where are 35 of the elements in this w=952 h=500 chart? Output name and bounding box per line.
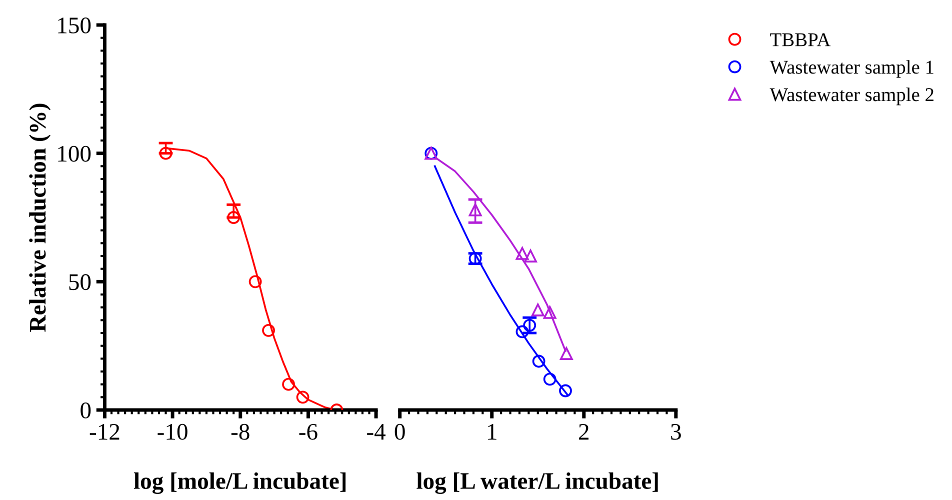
x-tick-label: 0 (394, 424, 405, 440)
y-tick-label: 150 (58, 17, 91, 34)
point (543, 306, 556, 319)
x-axis-title: log [mole/L incubate] (134, 472, 346, 494)
x-tick-label: -12 (90, 424, 120, 440)
x-tick-label: -6 (299, 424, 318, 440)
point (296, 390, 310, 404)
point (516, 246, 529, 260)
x-tick-label: 2 (579, 424, 588, 440)
y-tick-label: 0 (80, 402, 91, 418)
point (282, 378, 295, 391)
point (248, 275, 262, 288)
y-tick-label: 50 (69, 274, 91, 290)
point (560, 347, 573, 360)
point (262, 324, 275, 337)
point (227, 211, 240, 224)
point (559, 384, 572, 398)
x-tick-label: -4 (367, 424, 386, 440)
x-tick-label: 1 (488, 424, 496, 440)
x-axis-title: log [L water/L incubate] (416, 472, 658, 494)
legend-label: TBBPA (770, 33, 831, 46)
x-tick-label: 3 (671, 424, 681, 440)
x-tick-label: -10 (158, 424, 188, 440)
y-axis-title: Relative induction (%) (29, 104, 51, 332)
y-tick-label: 100 (58, 146, 91, 162)
point (543, 372, 556, 386)
legend-label: Wastewater sample 1 (770, 60, 934, 78)
point (532, 354, 546, 368)
point (468, 203, 482, 216)
x-tick-label: -8 (231, 424, 250, 440)
point (531, 303, 544, 316)
point (516, 325, 529, 338)
point (159, 146, 172, 160)
legend-label: Wastewater sample 2 (770, 88, 934, 106)
point (524, 250, 537, 262)
